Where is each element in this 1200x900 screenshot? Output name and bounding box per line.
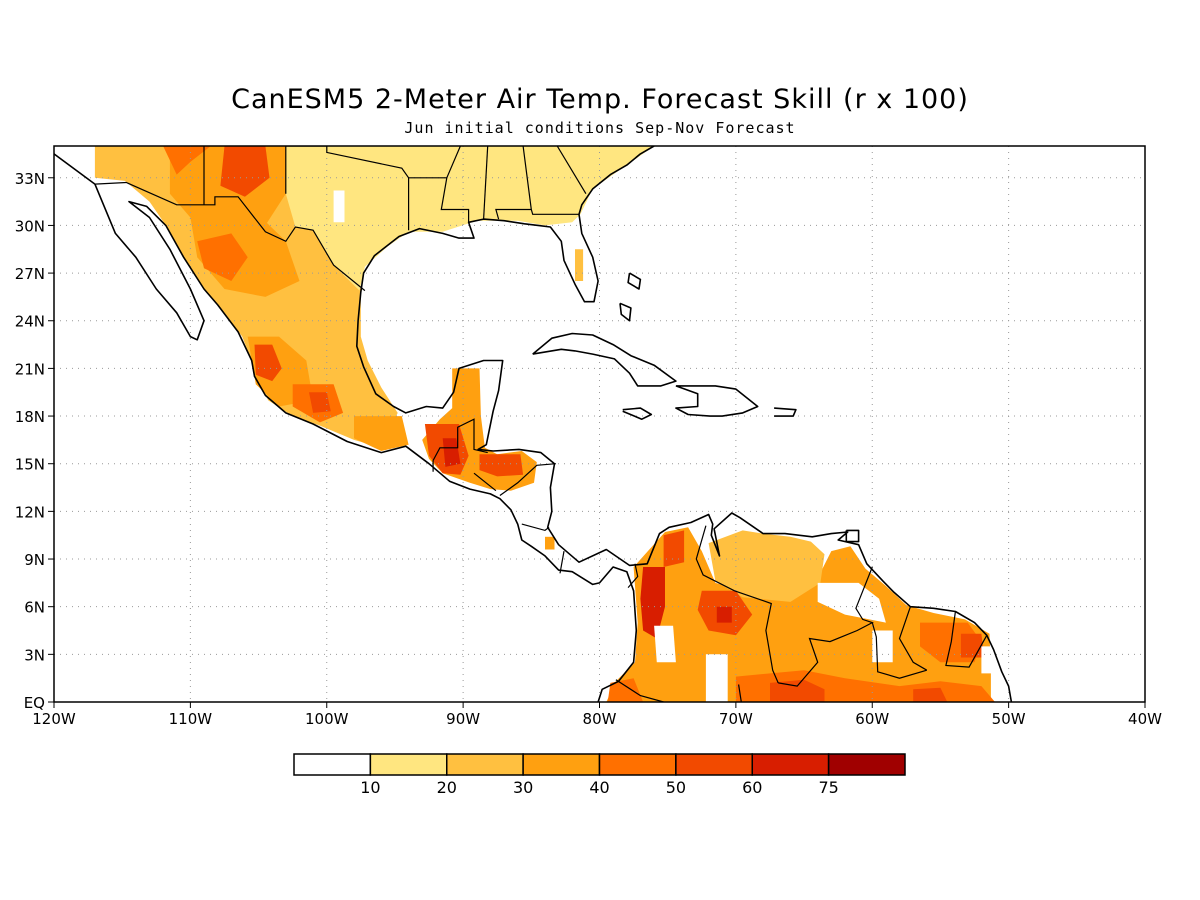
border-us-state-lines-6 — [495, 146, 532, 220]
y-tick-label: 15N — [15, 456, 45, 474]
colorbar-label: 20 — [437, 778, 457, 797]
y-tick-label: 27N — [15, 265, 45, 283]
skill-patch-venezuela-north-warm — [708, 530, 825, 602]
colorbar-segment — [675, 753, 753, 776]
colorbar-label: 60 — [742, 778, 762, 797]
skill-patch-colombia-central-blank — [654, 625, 676, 663]
skill-patch-ecuador-hot — [607, 678, 644, 702]
coastline-jamaica — [622, 407, 653, 421]
border-venezuela-guyana-border — [778, 566, 874, 687]
skill-patch-texas-blank — [333, 190, 345, 223]
coastline-bahamas-abaco — [627, 272, 642, 290]
coastline-trinidad — [845, 529, 860, 543]
x-tick-label: 120W — [32, 710, 76, 728]
colorbar-label: 50 — [666, 778, 686, 797]
latitude-axis: 33N 30N 27N 24N 21N 18N 15N 12N 9N 6N 3N EQ — [15, 170, 54, 712]
skill-patch-arizona-hot — [163, 146, 211, 175]
skill-patch-michoacan-core — [309, 392, 331, 413]
skill-patch-us-southeast-broad — [285, 146, 655, 291]
skill-patch-guyana-blank — [817, 582, 886, 623]
colorbar-segment — [598, 753, 677, 776]
colorbar: 10 20 30 40 50 60 75 — [293, 753, 906, 797]
y-tick-label: 3N — [24, 646, 45, 664]
skill-patch-guatemala-core — [442, 438, 461, 467]
coastline-layer — [54, 146, 1013, 702]
border-suriname-guiana-border — [945, 611, 988, 668]
border-colombia-venezuela-border — [695, 525, 779, 684]
border-brazil-guyana-border — [871, 622, 927, 679]
skill-patch-newmexico-hot — [220, 146, 270, 197]
political-borders-layer — [94, 146, 988, 702]
border-brazil-venezuela-border — [738, 684, 742, 702]
skill-patch-colombia-south-blank — [705, 654, 728, 702]
skill-patch-honduras-hot — [479, 454, 524, 477]
y-tick-label: 21N — [15, 360, 45, 378]
border-colombia-ecuador-peru-border — [615, 679, 664, 702]
border-costa-rica-border — [521, 523, 550, 532]
coastline-hispaniola — [675, 385, 759, 417]
colorbar-segment — [522, 753, 601, 776]
border-colombia-panama-border — [627, 563, 639, 588]
border-us-mexico-border — [94, 181, 366, 292]
x-tick-label: 100W — [305, 710, 349, 728]
border-nicaragua-border — [499, 463, 556, 496]
skill-patch-colombia-west-hot — [640, 567, 665, 639]
coastline-florida-atlantic-coast — [578, 146, 655, 215]
border-us-state-lines-4 — [446, 146, 461, 179]
coastline-north-america-gulf-coast — [54, 153, 638, 702]
colorbar-segment — [751, 753, 830, 776]
skill-patch-guiana-blank — [981, 646, 993, 674]
skill-patch-colombia-broad — [606, 527, 991, 702]
x-tick-label: 40W — [1128, 710, 1162, 728]
skill-patch-amazon-core — [770, 679, 825, 702]
skill-shading-layer — [94, 146, 995, 702]
coastline-puerto-rico — [774, 407, 797, 417]
colorbar-segment — [369, 753, 448, 776]
x-tick-label: 60W — [855, 710, 889, 728]
y-tick-label: 6N — [24, 599, 45, 617]
skill-patch-amazon-core-2 — [913, 687, 948, 702]
x-tick-label: 50W — [992, 710, 1026, 728]
y-tick-label: 12N — [15, 503, 45, 521]
x-tick-label: 70W — [719, 710, 753, 728]
colorbar-segment — [827, 753, 906, 776]
border-honduras-border — [473, 472, 497, 492]
y-tick-label: 18N — [15, 408, 45, 426]
border-us-state-lines-3 — [408, 177, 470, 223]
longitude-axis: 120W 110W 100W 90W 80W 70W 60W 50W 40W — [32, 702, 1162, 728]
skill-patch-colombia-north-hot — [663, 530, 685, 567]
skill-patch-jalisco-hot — [254, 344, 282, 382]
coastline-bahamas-andros — [619, 302, 632, 322]
border-us-state-lines-7 — [530, 209, 579, 215]
border-us-state-lines-8 — [556, 146, 587, 195]
y-tick-label: 24N — [15, 313, 45, 331]
colorbar-segment — [293, 753, 372, 776]
y-tick-label: 33N — [15, 170, 45, 188]
y-tick-label: EQ — [24, 694, 45, 712]
map-title: CanESM5 2-Meter Air Temp. Forecast Skill… — [231, 84, 969, 115]
colorbar-label: 10 — [360, 778, 380, 797]
border-guatemala-belize-border — [432, 418, 488, 472]
colorbar-label: 40 — [589, 778, 609, 797]
y-tick-label: 9N — [24, 551, 45, 569]
map-subtitle: Jun initial conditions Sep-Nov Forecast — [404, 119, 796, 137]
skill-patch-florida-patch — [575, 249, 584, 281]
colorbar-label: 75 — [818, 778, 838, 797]
border-guyana-suriname-border — [898, 606, 928, 671]
skill-patch-panama-patch — [545, 536, 555, 550]
x-tick-label: 110W — [169, 710, 213, 728]
x-tick-label: 80W — [583, 710, 617, 728]
skill-patch-oaxaca-patch — [354, 416, 409, 451]
skill-patch-sonora-hot — [197, 233, 248, 281]
colorbar-label: 30 — [513, 778, 533, 797]
skill-patch-venezuela-llanos-core — [716, 606, 732, 623]
border-us-state-lines-5 — [483, 146, 489, 220]
coastline-cuba — [532, 332, 677, 387]
border-panama-border — [559, 550, 565, 574]
coastline-gulf-of-mexico-coast — [355, 214, 1013, 702]
colorbar-segment — [446, 753, 524, 776]
x-tick-label: 90W — [446, 710, 480, 728]
y-tick-label: 30N — [15, 217, 45, 235]
